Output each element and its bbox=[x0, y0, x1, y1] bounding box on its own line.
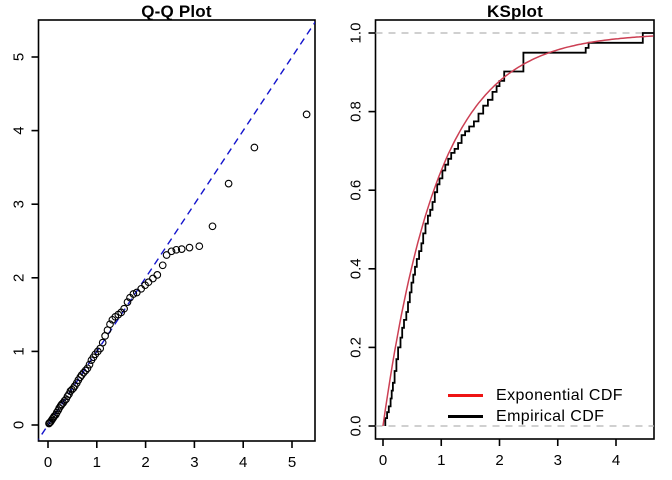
qq-data-point bbox=[144, 278, 153, 287]
qq-reference-line bbox=[38, 21, 315, 441]
qq-x-tick-label: 1 bbox=[93, 454, 101, 471]
qq-y-tick-label: 1 bbox=[11, 347, 28, 355]
qq-data-point bbox=[98, 338, 107, 347]
qq-data-point bbox=[172, 245, 181, 254]
ks-y-tick-label: 0.0 bbox=[348, 416, 365, 437]
qq-data-point bbox=[208, 222, 217, 231]
legend-row-empirical: Empirical CDF bbox=[448, 406, 623, 427]
qq-data-point bbox=[185, 243, 194, 252]
qq-data-point bbox=[69, 384, 78, 393]
qq-plot-box bbox=[37, 19, 316, 442]
qq-points bbox=[45, 110, 311, 428]
qq-y-tick-label: 5 bbox=[11, 53, 28, 61]
qq-y-tick-label: 0 bbox=[11, 421, 28, 429]
qq-data-point bbox=[85, 360, 94, 369]
qq-data-point bbox=[79, 368, 88, 377]
ks-y-tick-label: 0.2 bbox=[348, 337, 365, 358]
qq-y-tick-label: 2 bbox=[11, 274, 28, 282]
ks-y-tick-label: 1.0 bbox=[348, 23, 365, 44]
ks-y-tick-label: 0.8 bbox=[348, 101, 365, 122]
ks-legend: Exponential CDF Empirical CDF bbox=[448, 385, 623, 427]
ks-empirical-cdf-curve bbox=[384, 32, 654, 426]
ks-plot-title: KSplot bbox=[487, 2, 543, 21]
legend-row-exponential: Exponential CDF bbox=[448, 385, 623, 406]
qq-data-point bbox=[123, 298, 132, 306]
qq-data-point bbox=[77, 371, 86, 379]
qq-data-point bbox=[195, 242, 204, 251]
ks-x-tick-label: 2 bbox=[495, 452, 503, 469]
qq-data-point bbox=[167, 247, 176, 256]
qq-y-tick-label: 3 bbox=[11, 200, 28, 208]
qq-x-tick-label: 5 bbox=[288, 454, 296, 471]
ks-y-tick-label: 0.6 bbox=[348, 180, 365, 201]
qq-data-point bbox=[158, 261, 167, 270]
qq-data-point bbox=[224, 179, 233, 188]
legend-label-exponential: Exponential CDF bbox=[496, 386, 623, 404]
ks-x-tick-label: 1 bbox=[437, 452, 445, 469]
qq-data-point bbox=[302, 110, 311, 119]
qq-x-tick-label: 3 bbox=[190, 454, 198, 471]
qq-data-point bbox=[162, 251, 171, 259]
ks-x-tick-label: 3 bbox=[554, 452, 562, 469]
ks-x-tick-label: 0 bbox=[379, 452, 387, 469]
qq-data-point bbox=[137, 284, 146, 293]
ks-exponential-cdf-curve bbox=[382, 35, 654, 427]
qq-data-point bbox=[149, 274, 157, 283]
qq-data-point bbox=[250, 143, 259, 152]
qq-x-tick-label: 0 bbox=[44, 454, 52, 471]
empirical-cdf-line-swatch bbox=[448, 415, 483, 418]
qq-data-point bbox=[81, 366, 90, 375]
qq-y-tick-label: 4 bbox=[11, 126, 28, 134]
qq-data-point bbox=[83, 364, 92, 373]
qq-data-point bbox=[153, 271, 162, 279]
exponential-cdf-line-swatch bbox=[448, 394, 483, 397]
qq-x-tick-label: 2 bbox=[141, 454, 149, 471]
qq-x-tick-label: 4 bbox=[239, 454, 247, 471]
qq-data-point bbox=[52, 408, 61, 417]
legend-label-empirical: Empirical CDF bbox=[496, 407, 605, 425]
qq-plot-title: Q-Q Plot bbox=[141, 2, 212, 21]
ks-y-tick-label: 0.4 bbox=[348, 258, 365, 279]
ks-plot-box bbox=[374, 19, 655, 440]
qq-data-point bbox=[132, 288, 141, 297]
qq-data-point bbox=[177, 245, 186, 253]
qq-data-point bbox=[106, 320, 114, 329]
ks-x-tick-label: 4 bbox=[612, 452, 620, 469]
qq-data-point bbox=[120, 304, 128, 313]
